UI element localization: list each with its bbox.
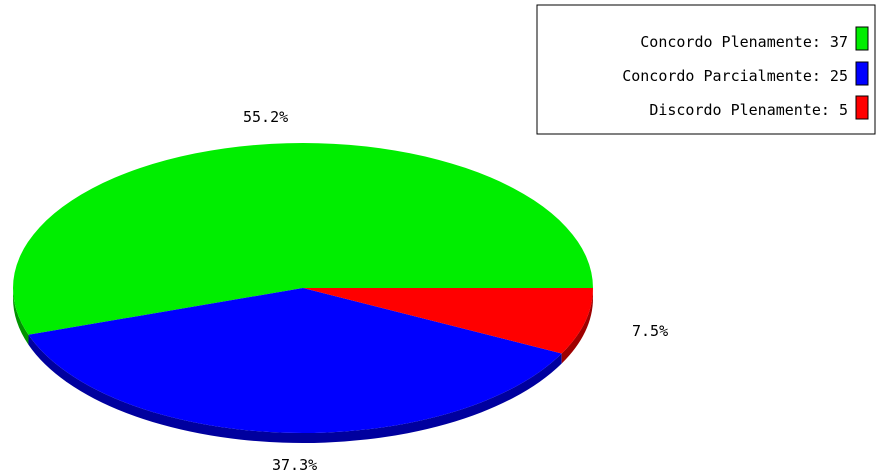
percent-label-1: 55.2% (243, 108, 288, 126)
pie-slice-side-1 (13, 288, 29, 345)
pie-percent-labels: 55.2% 37.3% 7.5% (243, 108, 668, 474)
pie-slice-side-3 (561, 288, 593, 364)
legend-label-2: Concordo Parcialmente: 25 (622, 67, 848, 85)
percent-label-2: 37.3% (272, 456, 317, 474)
legend-label-1: Concordo Plenamente: 37 (640, 33, 848, 51)
pie-slice-side-2 (28, 334, 562, 444)
legend-swatch-3 (855, 95, 869, 120)
legend-swatch-1 (855, 26, 869, 51)
legend-box (536, 4, 876, 135)
pie-depth-layer (13, 288, 593, 444)
pie-slice-1[interactable] (12, 142, 594, 335)
pie-slice-3[interactable] (303, 288, 593, 354)
legend-label-3: Discordo Plenamente: 5 (649, 101, 848, 119)
pie-slice-2[interactable] (28, 288, 562, 434)
legend: Concordo Plenamente: 37 Concordo Parcialm… (536, 4, 876, 135)
legend-swatch-2 (855, 61, 869, 86)
percent-label-3: 7.5% (632, 322, 668, 340)
pie-top-layer (12, 142, 594, 434)
